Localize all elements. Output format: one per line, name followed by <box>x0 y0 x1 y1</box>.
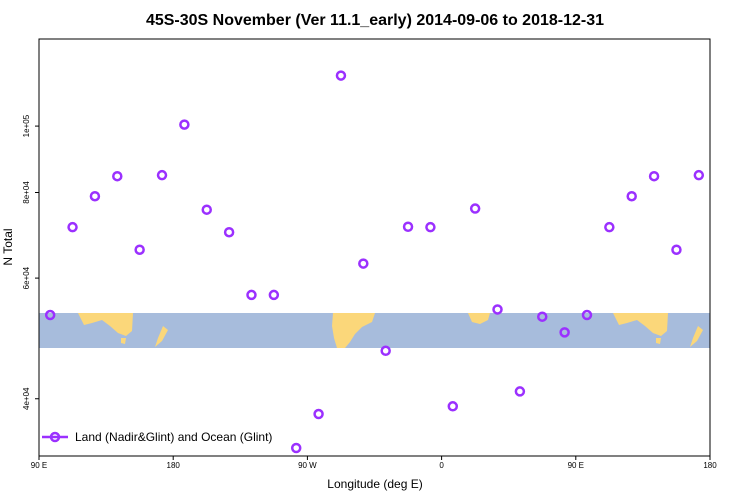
y-axis: 4e+04 6e+04 8e+04 1e+05 <box>22 114 39 410</box>
africa-landmass <box>468 313 490 324</box>
data-point <box>380 345 391 357</box>
ocean-band <box>39 313 710 348</box>
x-tick-label: 180 <box>167 461 181 470</box>
data-point <box>89 190 101 202</box>
x-axis: 90 E 180 90 W 0 90 E 180 <box>31 456 717 470</box>
data-point <box>290 442 302 454</box>
data-point <box>581 309 593 321</box>
chart-title: 45S-30S November (Ver 11.1_early) 2014-0… <box>146 12 604 29</box>
data-point <box>156 169 168 181</box>
y-tick-label: 6e+04 <box>22 266 31 289</box>
legend-marker <box>49 431 61 443</box>
data-point <box>335 70 347 81</box>
new-zealand-landmass <box>155 326 168 347</box>
data-point <box>134 244 145 255</box>
data-point <box>425 221 436 233</box>
data-point <box>514 386 526 397</box>
data-point <box>559 327 570 338</box>
x-tick-label: 90 E <box>31 461 47 470</box>
x-tick-label: 90 W <box>298 461 317 470</box>
world-map-background <box>39 313 710 348</box>
legend: Land (Nadir&Glint) and Ocean (Glint) <box>42 430 272 444</box>
data-point <box>179 119 190 130</box>
x-axis-label: Longitude (deg E) <box>327 477 422 491</box>
data-point <box>268 289 280 301</box>
south-america-landmass <box>332 313 375 348</box>
data-point <box>492 304 503 315</box>
data-points <box>44 70 705 454</box>
data-point <box>537 311 548 322</box>
data-point <box>447 401 459 412</box>
y-tick-label: 4e+04 <box>22 387 31 410</box>
data-point <box>402 221 414 233</box>
data-point <box>671 244 682 255</box>
new-zealand-landmass-right <box>690 326 703 347</box>
data-point <box>693 169 705 181</box>
data-point <box>223 226 235 238</box>
data-point <box>626 190 637 202</box>
tasmania-landmass-right <box>656 338 661 344</box>
data-point <box>469 203 481 214</box>
data-point <box>313 408 324 420</box>
data-point <box>201 204 212 215</box>
australia-landmass-right <box>613 313 668 336</box>
data-point <box>604 221 615 233</box>
data-point <box>112 170 123 182</box>
data-point <box>648 170 660 182</box>
data-point <box>44 309 56 321</box>
x-tick-label: 180 <box>703 461 717 470</box>
data-point <box>67 221 78 233</box>
legend-label: Land (Nadir&Glint) and Ocean (Glint) <box>75 430 272 444</box>
x-tick-label: 90 E <box>568 461 584 470</box>
tasmania-landmass <box>121 338 126 344</box>
y-tick-label: 1e+05 <box>22 114 31 137</box>
y-axis-label: N Total <box>1 228 15 265</box>
x-tick-label: 0 <box>439 461 444 470</box>
data-point <box>358 258 369 269</box>
plot-frame <box>38 38 711 457</box>
data-point <box>246 289 257 301</box>
y-tick-label: 8e+04 <box>22 181 31 204</box>
australia-landmass <box>78 313 133 336</box>
